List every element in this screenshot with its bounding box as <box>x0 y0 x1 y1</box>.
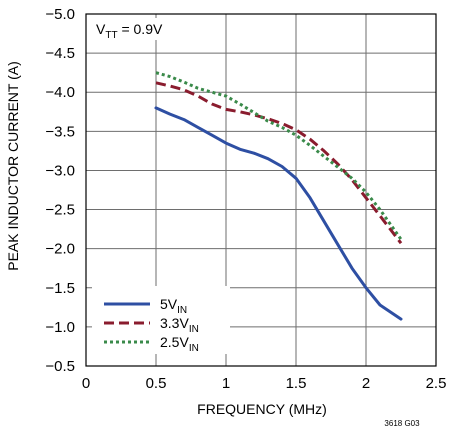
y-tick-label: −4.0 <box>45 84 75 101</box>
y-tick-label: −2.0 <box>45 241 75 258</box>
y-tick-label: −3.0 <box>45 162 75 179</box>
legend-label-sub: IN <box>189 324 199 335</box>
vtt-annotation-rest: = 0.9V <box>118 21 163 37</box>
annotation-box <box>89 18 185 40</box>
y-tick-label: −1.5 <box>45 280 75 297</box>
legend-label: 2.5VIN <box>160 334 199 354</box>
y-tick-label: −3.5 <box>45 123 75 140</box>
x-tick-label: 1.5 <box>286 375 307 392</box>
series-line <box>155 81 403 245</box>
vtt-annotation-sub: TT <box>105 30 117 41</box>
series-line <box>154 106 403 321</box>
legend-label-sub: IN <box>189 343 199 354</box>
grid <box>86 14 436 366</box>
x-tick-label: 0.5 <box>146 375 167 392</box>
y-tick-label: −5.0 <box>45 6 75 23</box>
x-tick-label: 1 <box>222 375 230 392</box>
legend-label: 5VIN <box>160 296 187 316</box>
y-tick-label: −4.5 <box>45 45 75 62</box>
vtt-annotation: VTT = 0.9V <box>96 21 163 41</box>
legend-label-main: 3.3V <box>160 315 189 331</box>
legend-label-main: 2.5V <box>160 334 189 350</box>
series-line <box>155 71 403 241</box>
y-tick-label: −2.5 <box>45 202 75 219</box>
y-axis-title: PEAK INDUCTOR CURRENT (A) <box>5 61 21 271</box>
y-tick-labels: −5.0 −4.5 −4.0 −3.5 −3.0 −2.5 −2.0 −1.5 −1.0 −0.5 <box>45 6 75 375</box>
series-lines <box>154 71 403 321</box>
y-tick-label: −1.0 <box>45 319 75 336</box>
y-tick-label: −0.5 <box>45 358 75 375</box>
x-axis-title: FREQUENCY (MHz) <box>197 401 327 417</box>
x-tick-label: 2 <box>362 375 370 392</box>
plot-frame <box>85 13 437 367</box>
legend-label: 3.3VIN <box>160 315 199 335</box>
legend-label-sub: IN <box>177 305 187 316</box>
legend-label-main: 5V <box>160 296 178 312</box>
x-tick-label: 0 <box>82 375 90 392</box>
vtt-annotation-main: V <box>96 21 106 37</box>
x-tick-label: 2.5 <box>426 375 447 392</box>
legend-box <box>92 286 230 354</box>
figure-id: 3618 G03 <box>384 419 420 428</box>
x-tick-labels: 0 0.5 1 1.5 2 2.5 <box>82 375 447 392</box>
